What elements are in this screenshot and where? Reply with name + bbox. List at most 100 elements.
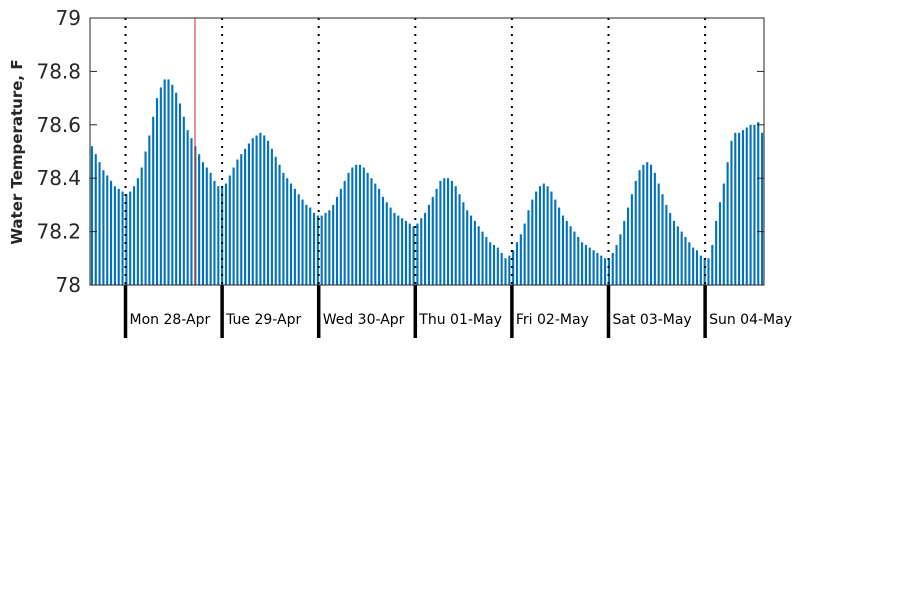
x-axis-day-labels: Mon 28-Apr Tue 29-Apr Wed 30-Apr Thu 01-May… [130,312,793,328]
temperature-bar [282,172,285,285]
temperature-bar [523,223,526,285]
day-label: Sun 04-May [709,312,792,328]
temperature-bar [565,220,568,285]
temperature-bar [339,188,342,285]
temperature-bar [159,87,162,285]
temperature-bar [695,250,699,285]
temperature-bar [270,148,273,285]
temperature-bar [703,258,706,285]
temperature-bar [592,250,595,285]
temperature-bar [397,215,400,285]
y-tick-label: 78.2 [36,220,81,244]
temperature-bar [684,236,687,285]
day-label: Tue 29-Apr [225,312,301,328]
day-separator-lines [123,18,707,338]
temperature-bar [427,204,430,285]
temperature-bar [584,244,587,285]
temperature-bar [496,247,499,285]
temperature-bar [519,234,522,285]
temperature-bar [753,124,756,285]
temperature-bar [117,188,120,285]
temperature-bar [263,135,266,285]
temperature-bar [450,180,453,285]
temperature-bar [492,244,496,285]
temperature-bar [301,199,304,285]
temperature-bar [439,180,442,285]
temperature-bar [715,220,718,285]
temperature-bar [140,167,143,285]
plot-area-border [89,17,765,286]
day-label: Sat 03-May [613,312,692,328]
temperature-bar [389,207,392,285]
temperature-bar [167,79,170,285]
temperature-bar [125,194,128,285]
temperature-bar [381,196,385,285]
temperature-bar [638,170,641,285]
temperature-bar [435,188,438,285]
temperature-bar [351,167,354,285]
temperature-bar [98,162,101,285]
temperature-bar [163,79,166,285]
temperature-bar [581,242,584,285]
temperature-bar [489,242,492,285]
temperature-bar [136,178,139,285]
temperature-bar [247,143,250,285]
temperature-bar [462,202,465,285]
temperature-bar [573,231,576,285]
temperature-bar [209,172,212,285]
temperature-bar [132,186,136,285]
temperature-bar [661,194,664,285]
temperature-bar [692,247,695,285]
temperature-bar [538,186,542,285]
temperature-bar [412,226,415,285]
temperature-bar [619,234,622,285]
temperature-bar [458,194,461,285]
temperature-bar [761,132,764,285]
temperature-bar [102,170,105,285]
temperature-bar [347,172,350,285]
day-label: Thu 01-May [418,312,502,328]
temperature-bar [205,167,208,285]
temperature-bar [267,140,270,285]
temperature-bar [596,252,599,285]
temperature-bar [722,183,725,285]
temperature-bar [634,180,637,285]
temperature-bar [611,252,614,285]
temperature-bar [542,183,545,285]
temperature-bar [232,167,235,285]
temperature-bar [155,98,159,285]
temperature-bar [642,164,645,285]
temperature-bar [604,258,607,285]
temperature-bar [508,255,511,285]
temperature-bar [293,188,296,285]
temperature-bar [378,188,381,285]
temperature-bar [623,220,626,285]
temperature-bar [129,191,132,285]
temperature-bar [680,231,683,285]
temperature-bar [370,178,373,285]
y-tick-label: 78.8 [36,59,81,83]
temperature-bar [466,210,469,285]
y-tick-label: 78 [56,273,81,297]
temperature-bar [113,186,116,285]
temperature-bar [182,116,185,285]
temperature-bar [244,148,247,285]
temperature-bar [688,242,691,285]
temperature-bar [443,178,446,285]
temperature-bar [320,215,323,285]
temperature-bar [332,204,335,285]
temperature-bar [615,244,618,285]
temperature-bar [561,215,565,285]
temperature-bar [328,210,331,285]
temperature-bar [550,191,553,285]
temperature-bar [447,178,450,285]
day-label: Wed 30-Apr [323,312,405,328]
temperature-bar [362,167,365,285]
temperature-bar [699,255,702,285]
temperature-bar [485,236,488,285]
temperature-bar [152,116,155,285]
temperature-bar [749,124,752,285]
temperature-bar [707,258,710,285]
temperature-bar [312,212,316,285]
